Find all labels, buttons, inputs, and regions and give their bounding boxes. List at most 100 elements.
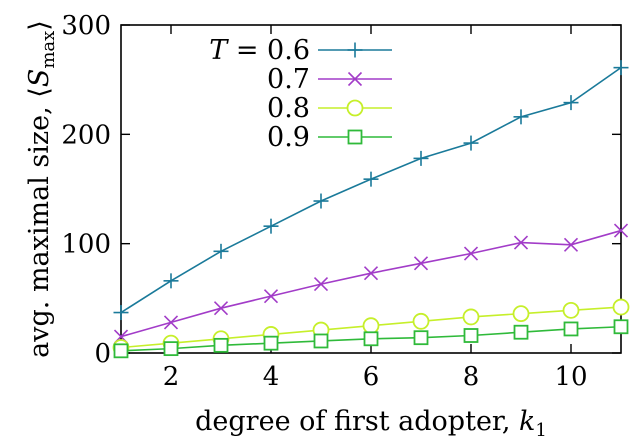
legend-marker <box>347 129 363 145</box>
data-point <box>313 333 329 349</box>
y-tick-label: 200 <box>61 120 111 150</box>
data-point <box>113 305 129 321</box>
x-axis-title: degree of first adopter, k1 <box>195 406 547 441</box>
legend-label: 0.8 <box>267 93 310 124</box>
data-point <box>512 305 530 323</box>
plot-frame <box>120 24 622 354</box>
marker-cross-b <box>613 223 629 238</box>
data-point <box>563 95 579 111</box>
data-point <box>413 150 429 166</box>
marker-cross-b <box>513 235 529 250</box>
x-tick-label: 10 <box>554 362 587 392</box>
data-point <box>263 218 279 234</box>
marker-circle <box>612 298 630 316</box>
marker-cross-b <box>563 237 579 252</box>
x-axis-title-variable: k <box>519 406 535 437</box>
data-point <box>163 273 179 289</box>
data-point <box>363 331 379 347</box>
y-axis-title: avg. maximal size, ⟨Smax⟩ <box>24 20 59 358</box>
marker-square <box>163 341 179 357</box>
y-axis-title-main: avg. maximal size, ⟨ <box>24 87 55 358</box>
series-0.9 <box>113 319 629 359</box>
data-point <box>613 319 629 335</box>
axis-ticks <box>121 24 621 354</box>
legend-entry: T = 0.6 <box>209 35 392 66</box>
data-point <box>263 335 279 351</box>
series-0.7 <box>113 223 629 344</box>
y-axis-title-variable: S <box>24 69 55 88</box>
marker-cross-b <box>313 277 329 292</box>
marker-cross-b <box>413 256 429 271</box>
data-point <box>163 341 179 357</box>
marker-square <box>347 129 363 145</box>
data-point <box>612 298 630 316</box>
legend-entry: 0.9 <box>267 122 392 153</box>
y-axis-title-subscript: max <box>38 31 59 69</box>
data-point <box>113 343 129 359</box>
y-axis-title-close: ⟩ <box>24 20 55 31</box>
data-point <box>412 312 430 330</box>
x-tick-label: 6 <box>363 362 380 392</box>
data-point <box>313 277 329 292</box>
marker-square <box>613 319 629 335</box>
series-layer <box>112 60 630 359</box>
legend-label: T = 0.6 <box>209 35 310 66</box>
data-point <box>363 266 379 281</box>
series-0.6 <box>113 60 629 321</box>
data-point <box>463 135 479 151</box>
data-point <box>313 193 329 209</box>
marker-square <box>513 324 529 340</box>
marker-square <box>313 333 329 349</box>
marker-circle <box>412 312 430 330</box>
data-point <box>362 317 380 335</box>
x-axis-title-subscript: 1 <box>535 420 546 441</box>
legend-marker <box>347 42 363 58</box>
data-point <box>562 301 580 319</box>
data-point <box>513 235 529 250</box>
marker-square <box>563 321 579 337</box>
data-point <box>462 308 480 326</box>
marker-square <box>263 335 279 351</box>
data-point <box>463 328 479 343</box>
data-point <box>463 246 479 261</box>
marker-cross-b <box>163 315 179 330</box>
marker-cross-b <box>347 71 363 87</box>
legend-entry: 0.8 <box>267 93 392 124</box>
data-point <box>563 321 579 337</box>
data-point <box>213 301 229 316</box>
data-point <box>363 171 379 187</box>
marker-square <box>113 343 129 359</box>
x-tick-label: 4 <box>263 362 280 392</box>
data-point <box>413 330 429 346</box>
marker-circle <box>346 99 364 117</box>
marker-circle <box>512 305 530 323</box>
legend: T = 0.60.70.80.9 <box>209 35 392 153</box>
data-point <box>513 109 529 125</box>
data-point <box>213 243 229 259</box>
legend-variable: T <box>209 35 229 66</box>
data-point <box>213 337 229 353</box>
x-tick-label: 8 <box>463 362 480 392</box>
x-axis-title-main: degree of first adopter, <box>195 406 519 437</box>
y-tick-label: 300 <box>61 11 111 41</box>
marker-square <box>413 330 429 346</box>
legend-label: 0.9 <box>267 122 310 153</box>
legend-label: 0.7 <box>267 64 310 95</box>
marker-cross-b <box>263 289 279 304</box>
x-tick-label: 2 <box>163 362 180 392</box>
y-tick-label: 100 <box>61 230 111 260</box>
data-point <box>163 315 179 330</box>
marker-circle <box>362 317 380 335</box>
data-point <box>613 60 629 76</box>
data-point <box>613 223 629 238</box>
legend-value: = 0.6 <box>227 35 310 66</box>
marker-square <box>463 328 479 343</box>
legend-entry: 0.7 <box>267 64 392 95</box>
data-point <box>413 256 429 271</box>
marker-cross-b <box>213 301 229 316</box>
marker-circle <box>562 301 580 319</box>
legend-marker <box>346 99 364 117</box>
data-point <box>563 237 579 252</box>
y-tick-label: 0 <box>94 339 111 369</box>
